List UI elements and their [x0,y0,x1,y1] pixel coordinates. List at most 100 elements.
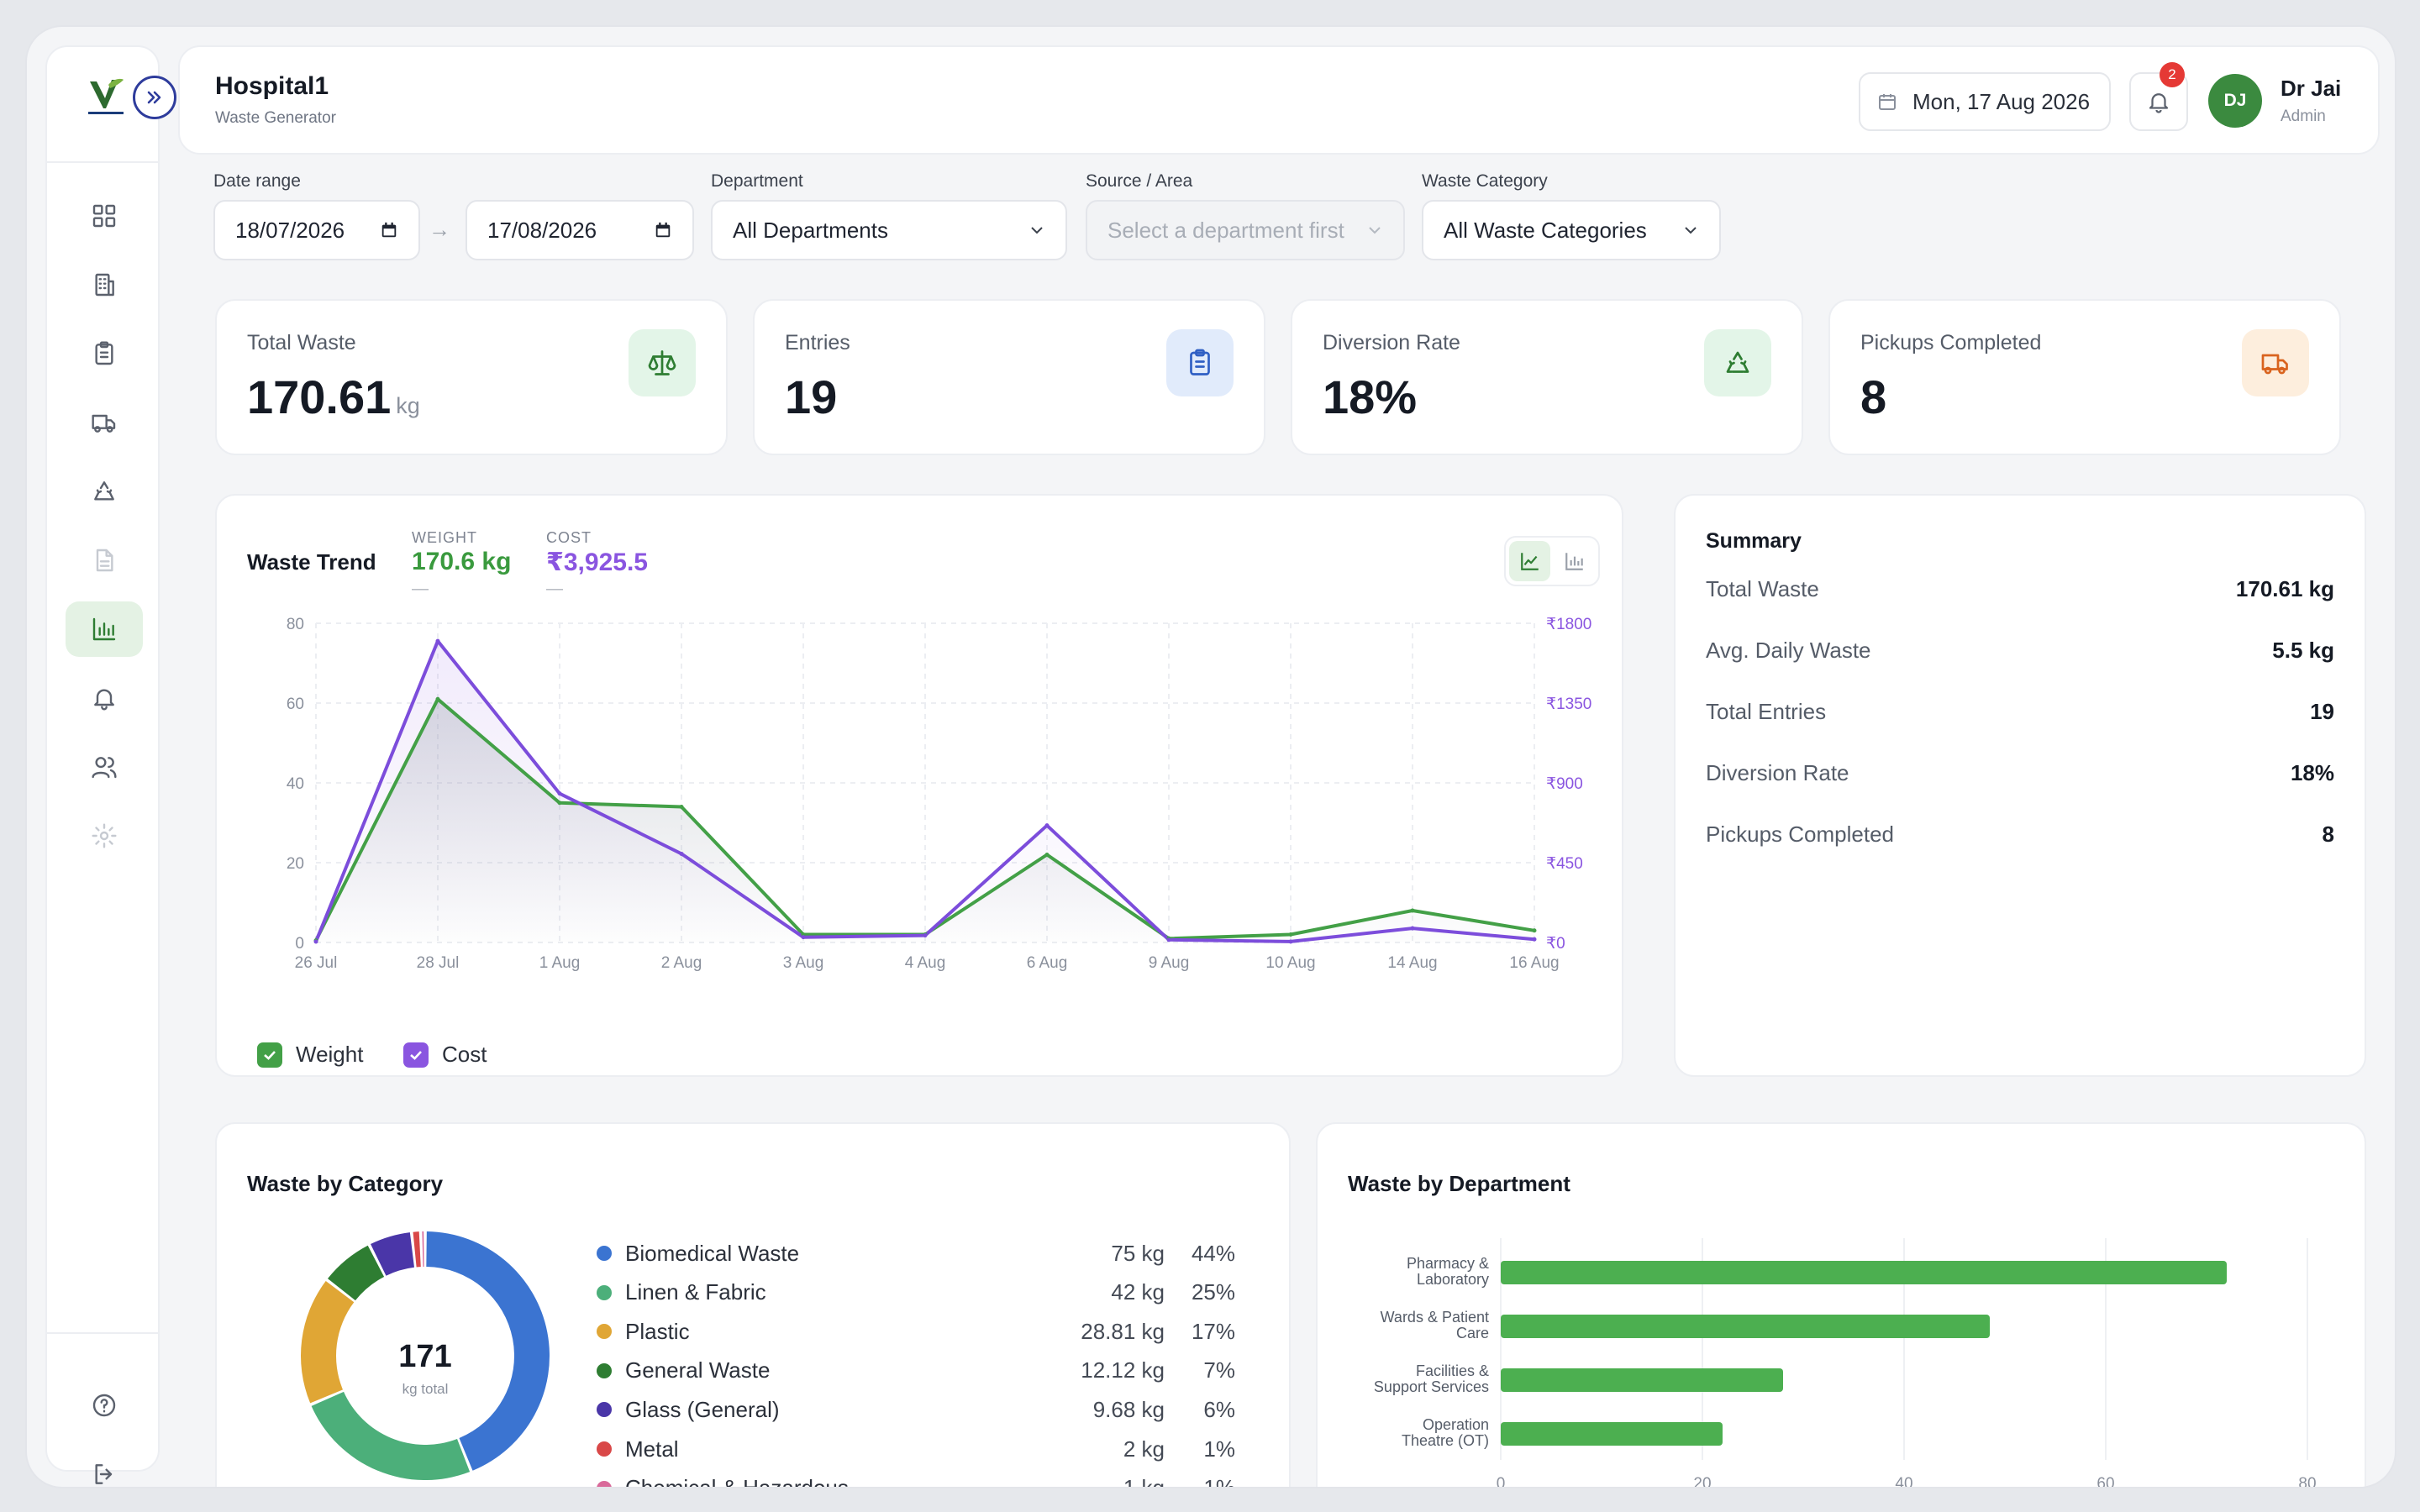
calendar-icon[interactable] [380,221,398,239]
user-name[interactable]: Dr Jai [2281,76,2342,101]
department-select[interactable]: All Departments [711,200,1067,260]
cost-point[interactable] [801,935,806,940]
source-area-select[interactable]: Select a department first [1086,200,1405,260]
weight-point[interactable] [435,696,440,701]
weight-area [316,699,1534,942]
category-name: Linen & Fabric [625,1279,766,1305]
clipboard-icon [95,341,113,365]
donut-slice[interactable] [371,1232,414,1276]
date-to-input[interactable]: 17/08/2026 [466,200,694,260]
check-icon [264,1050,276,1060]
legend-dot [597,1480,612,1487]
x-tick-label: 2 Aug [661,954,702,972]
sidebar-item-building[interactable] [66,257,143,312]
logo-mark [88,78,124,114]
cost-kpi-label: COST [546,529,592,546]
category-percent: 1% [1203,1475,1235,1488]
y2-tick-label: ₹900 [1546,775,1583,793]
notifications-button[interactable] [2129,72,2188,131]
donut-slice[interactable] [422,1231,424,1268]
chevrons-right-icon [147,91,161,104]
date-from-input[interactable]: 18/07/2026 [213,200,420,260]
weight-checkbox[interactable] [257,1042,282,1068]
waste-category-select[interactable]: All Waste Categories [1422,200,1721,260]
summary-key: Total Waste [1706,576,1819,601]
cost-point[interactable] [1166,937,1171,942]
department-bar[interactable] [1501,1422,1723,1446]
clipboard-icon [1190,349,1210,375]
department-label: Pharmacy & [1407,1255,1489,1272]
weight-point[interactable] [679,805,684,809]
bar-chart-toggle[interactable] [1554,541,1595,581]
donut-slice[interactable] [413,1231,421,1268]
weight-point[interactable] [1410,908,1415,913]
cost-point[interactable] [435,638,440,643]
source-area-placeholder: Select a department first [1107,217,1344,243]
donut-slice[interactable] [327,1245,385,1301]
department-bar[interactable] [1501,1315,1990,1338]
sidebar-item-dashboard[interactable] [66,188,143,244]
category-percent: 1% [1203,1436,1235,1462]
stat-value: 18% [1323,370,1422,424]
legend-weight[interactable]: Weight [257,1042,363,1068]
waste-trend-chart: 0 ₹0 20 ₹450 40 ₹900 60 ₹1350 80 ₹1800 26 Jul 28 Ju… [287,616,1592,972]
gear-icon [92,823,117,848]
cost-point[interactable] [313,939,318,944]
sidebar-item-clipboard[interactable] [66,326,143,381]
cost-point[interactable] [1288,939,1293,944]
sidebar-item-users[interactable] [66,739,143,795]
weight-point[interactable] [1288,932,1293,937]
chart-type-toggle [1504,536,1600,586]
expand-sidebar-button[interactable] [133,76,176,119]
sidebar-item-gear[interactable] [66,808,143,864]
document-icon [96,549,113,572]
sidebar-item-help[interactable] [66,1378,143,1433]
category-weight: 1 kg [1123,1475,1165,1488]
sidebar-item-bell[interactable] [66,670,143,726]
calendar-icon[interactable] [654,221,672,239]
x-tick-label: 20 [1693,1475,1711,1488]
cost-checkbox[interactable] [403,1042,429,1068]
department-label: Facilities & [1416,1362,1489,1379]
sidebar-item-truck[interactable] [66,395,143,450]
summary-row: Total Entries 19 [1706,699,2334,725]
chevron-down-icon [1369,227,1381,234]
sidebar-item-logout[interactable] [66,1446,143,1487]
cost-point[interactable] [1044,823,1050,828]
cost-point[interactable] [557,791,562,796]
department-bar[interactable] [1501,1368,1783,1392]
x-tick-label: 60 [2096,1475,2114,1488]
cost-point[interactable] [679,851,684,856]
category-legend-item: Chemical & Hazardous 1 kg 1% [597,1472,1235,1488]
y2-tick-label: ₹1800 [1546,616,1591,633]
stat-number: 170.61 [247,370,392,423]
sidebar-item-document[interactable] [66,533,143,588]
truck-icon [92,414,116,433]
summary-key: Total Entries [1706,699,1827,724]
date-display[interactable]: Mon, 17 Aug 2026 [1859,72,2111,131]
donut-slice[interactable] [426,1231,550,1471]
summary-value: 170.61 kg [2235,576,2334,601]
sidebar-item-chart[interactable] [66,601,143,657]
summary-value: 19 [2310,699,2334,724]
category-name: Plastic [625,1318,690,1344]
weight-point[interactable] [1532,928,1537,933]
sidebar-item-recycle[interactable] [66,464,143,519]
chevron-down-icon [1031,227,1043,234]
stat-icon-badge [1166,329,1234,396]
legend-cost[interactable]: Cost [403,1042,487,1068]
avatar[interactable]: DJ [2208,74,2262,128]
department-bar[interactable] [1501,1261,2227,1284]
weight-point[interactable] [557,801,562,806]
weight-point[interactable] [1044,853,1050,857]
notification-count-badge: 2 [2160,62,2185,87]
donut-slice[interactable] [301,1281,355,1404]
cost-point[interactable] [1410,926,1415,931]
cost-point[interactable] [1532,937,1537,942]
legend-dot [597,1284,612,1300]
category-legend-item: General Waste 12.12 kg 7% [597,1354,1235,1388]
cost-point[interactable] [923,933,928,938]
stat-card-entries: Entries 19 [753,299,1265,455]
donut-slice[interactable] [311,1391,471,1480]
line-chart-toggle[interactable] [1509,541,1550,581]
